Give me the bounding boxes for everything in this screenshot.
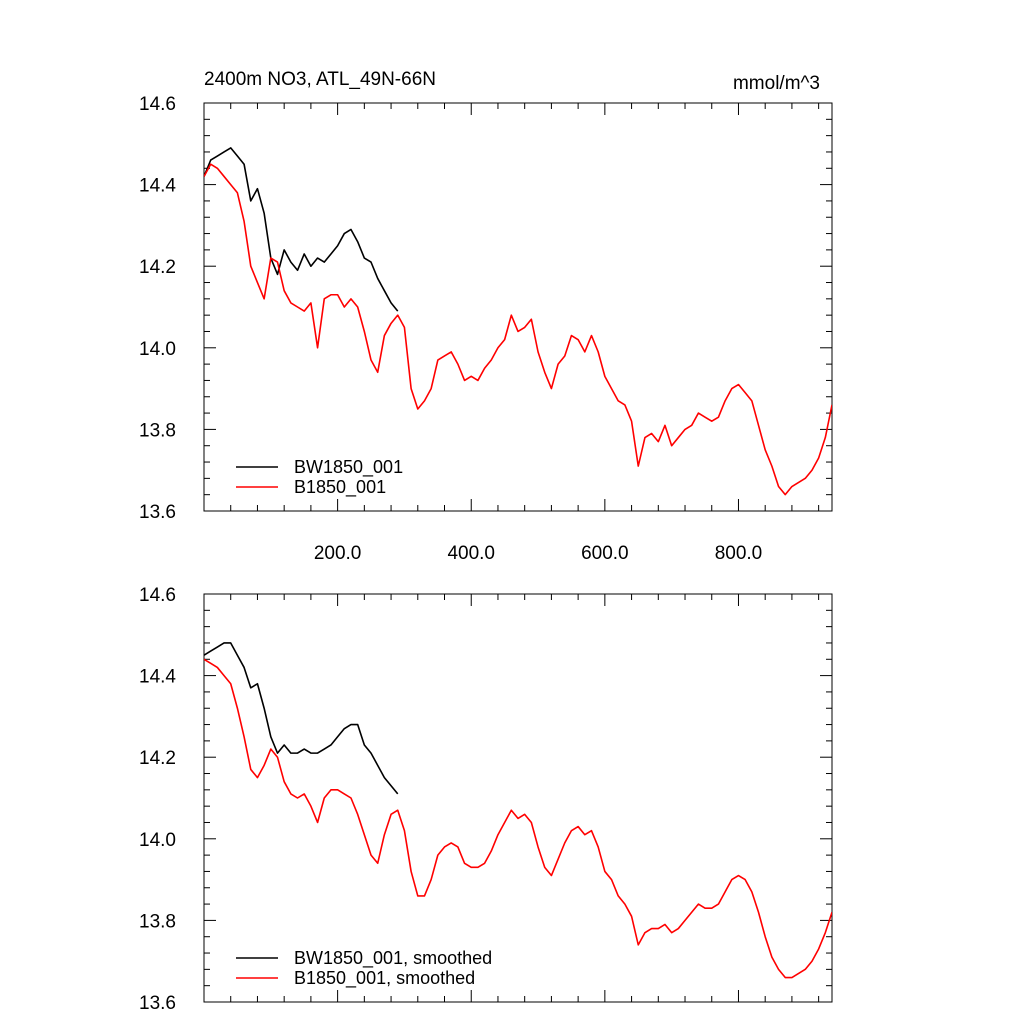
legend-label: BW1850_001, smoothed: [294, 948, 492, 969]
legend-label: B1850_001: [294, 477, 386, 498]
y-tick-label: 14.2: [139, 257, 176, 278]
x-tick-label: 400.0: [447, 543, 495, 564]
y-tick-label: 13.6: [139, 502, 176, 523]
x-tick-label: 200.0: [314, 543, 362, 564]
y-tick-label: 14.4: [139, 176, 176, 197]
y-tick-label: 14.0: [139, 830, 176, 851]
legend-label: BW1850_001: [294, 457, 403, 478]
y-tick-label: 14.6: [139, 585, 176, 606]
y-tick-label: 14.4: [139, 667, 176, 688]
x-tick-label: 800.0: [715, 543, 763, 564]
chart-title: 2400m NO3, ATL_49N-66N: [204, 69, 436, 90]
series-line-0: [204, 147, 399, 312]
bottom-panel: 13.6 13.8 14.0 14.2 14.4 14.6 BW1850_001, smoo…: [139, 585, 833, 1014]
series-line-0: [204, 642, 399, 795]
y-tick-label: 13.8: [139, 911, 176, 932]
y-tick-label: 14.6: [139, 94, 176, 115]
units-label: mmol/m^3: [733, 73, 820, 94]
y-tick-label: 13.6: [139, 993, 176, 1014]
plot-frame: [203, 102, 833, 512]
y-tick-label: 14.0: [139, 339, 176, 360]
y-tick-label: 14.2: [139, 748, 176, 769]
plot-frame: [203, 593, 833, 1003]
x-tick-label: 600.0: [581, 543, 629, 564]
series-line-1: [204, 163, 832, 496]
y-tick-label: 13.8: [139, 420, 176, 441]
top-panel: 13.6 13.8 14.0 14.2 14.4 14.6 200.0 400.0 600.0 8…: [139, 69, 833, 564]
series-line-1: [204, 658, 832, 979]
legend-label: B1850_001, smoothed: [294, 968, 475, 989]
